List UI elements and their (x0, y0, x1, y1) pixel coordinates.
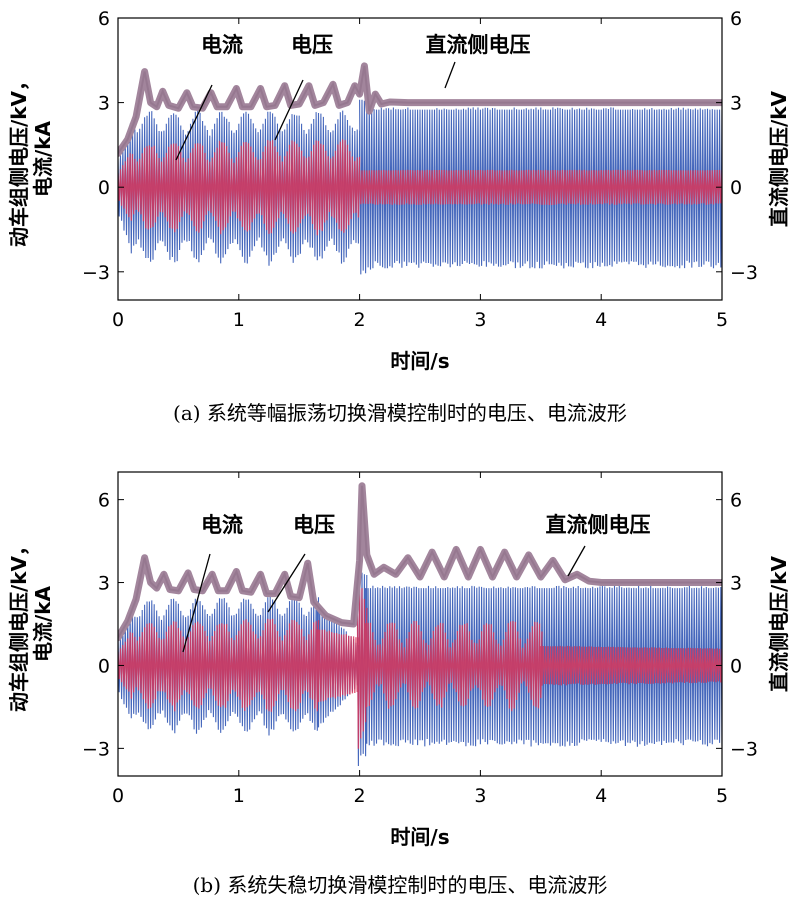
chart-panel-a: 0 1 2 3 4 5 6 3 0 −3 6 3 0 −3 动车组侧电压/kV， 电流/kA 直流侧电压/kV 时… (7, 8, 791, 425)
figure-caption: (b) 系统失稳切换滑模控制时的电压、电流波形 (193, 873, 608, 897)
chart-b-plot: 0 1 2 3 4 5 6 3 0 −3 6 3 0 −3 动车组侧电压/kV， 电流/kA 直流侧电压/kV 时… (7, 471, 791, 897)
x-tick-label: 1 (233, 785, 245, 807)
annotation-leader (175, 84, 213, 161)
series-current-line (118, 139, 722, 236)
x-tick-label: 2 (354, 785, 366, 807)
annotation-label: 电流 (201, 33, 243, 57)
y-tick-label-right: −3 (730, 262, 758, 284)
x-tick-label: 2 (354, 309, 366, 331)
x-tick-label: 4 (595, 309, 607, 331)
x-axis-label: 时间/s (390, 349, 449, 373)
y-tick-label-left: 0 (98, 177, 110, 199)
y-tick-label-left: 3 (98, 573, 110, 595)
plot-frame (117, 471, 723, 777)
y-tick-label-right: 0 (730, 655, 742, 677)
series-dc-voltage-core (118, 485, 722, 639)
y-axis-label-right: 直流侧电压/kV (767, 555, 791, 692)
x-tick-label: 4 (595, 785, 607, 807)
y-axis-label-left-line1: 动车组侧电压/kV， (7, 71, 31, 247)
annotation-label: 电压 (293, 513, 335, 537)
annotation-label: 电流 (201, 513, 243, 537)
figure-caption: (a) 系统等幅振荡切换滑模控制时的电压、电流波形 (173, 401, 627, 425)
x-tick-label: 3 (474, 309, 486, 331)
y-axis-label-left-line2: 电流/kA (31, 585, 55, 662)
x-tick-label: 3 (474, 785, 486, 807)
plot-area (118, 62, 722, 275)
x-tick-label: 5 (716, 309, 728, 331)
y-tick-label-left: 0 (98, 655, 110, 677)
annotation-label: 直流侧电压 (426, 33, 531, 57)
y-tick-label-left: 6 (98, 490, 110, 512)
annotation-leader (274, 79, 304, 141)
x-tick-label: 1 (233, 309, 245, 331)
y-tick-label-left: 3 (98, 93, 110, 115)
x-tick-label: 0 (112, 785, 124, 807)
y-tick-label-left: −3 (82, 738, 110, 760)
annotation-leader (182, 553, 211, 653)
series-voltage-line (118, 99, 722, 275)
y-axis-label-right: 直流侧电压/kV (767, 90, 791, 227)
y-axis-label-left-line1: 动车组侧电压/kV， (7, 536, 31, 712)
y-axis-label-left-line2: 电流/kA (31, 120, 55, 197)
x-tick-label: 0 (112, 309, 124, 331)
x-tick-label: 5 (716, 785, 728, 807)
y-tick-label-right: 3 (730, 93, 742, 115)
annotation-leader (444, 61, 456, 89)
series-dc-voltage-core (118, 65, 722, 154)
y-tick-label-right: 6 (730, 8, 742, 30)
annotation-label: 直流侧电压 (546, 513, 651, 537)
y-tick-label-left: −3 (82, 262, 110, 284)
annotation-leader (567, 545, 586, 577)
y-tick-label-right: 6 (730, 490, 742, 512)
annotation-label: 电压 (291, 33, 333, 57)
y-tick-label-left: 6 (98, 8, 110, 30)
y-tick-label-right: 3 (730, 573, 742, 595)
annotation-leader (267, 553, 306, 613)
y-tick-label-right: −3 (730, 738, 758, 760)
chart-a-plot: 0 1 2 3 4 5 6 3 0 −3 6 3 0 −3 动车组侧电压/kV， 电流/kA 直流侧电压/kV 时… (7, 8, 791, 425)
y-tick-label-right: 0 (730, 177, 742, 199)
chart-panel-b: 0 1 2 3 4 5 6 3 0 −3 6 3 0 −3 动车组侧电压/kV， 电流/kA 直流侧电压/kV 时… (0, 452, 800, 904)
x-axis-label: 时间/s (390, 825, 449, 849)
series-current-line (118, 582, 722, 749)
plot-frame (117, 17, 723, 301)
